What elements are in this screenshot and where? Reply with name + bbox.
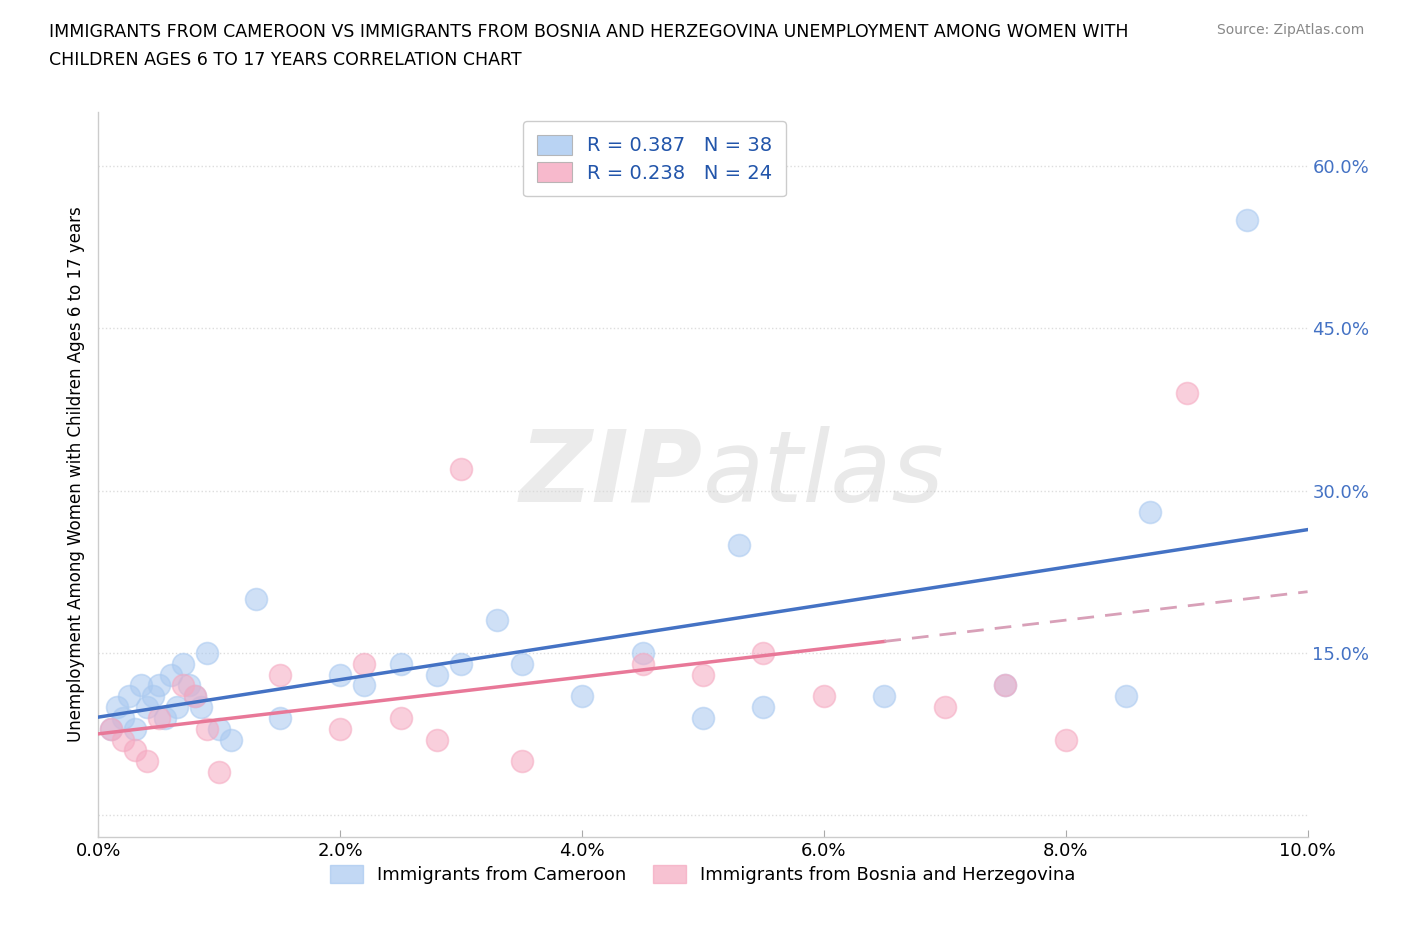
Point <box>179 678 201 693</box>
Point <box>184 689 207 704</box>
Point <box>450 461 472 476</box>
Point <box>160 667 183 682</box>
Point <box>353 657 375 671</box>
Point <box>752 645 775 660</box>
Point <box>148 711 170 725</box>
Point <box>111 711 134 725</box>
Point <box>692 711 714 725</box>
Point <box>994 678 1017 693</box>
Point <box>1115 689 1137 704</box>
Point <box>389 657 412 671</box>
Point <box>172 657 194 671</box>
Point <box>208 764 231 779</box>
Point <box>752 699 775 714</box>
Point <box>353 678 375 693</box>
Point <box>105 699 128 714</box>
Point <box>728 538 751 552</box>
Y-axis label: Unemployment Among Women with Children Ages 6 to 17 years: Unemployment Among Women with Children A… <box>66 206 84 742</box>
Point <box>166 699 188 714</box>
Point <box>208 722 231 737</box>
Legend: Immigrants from Cameroon, Immigrants from Bosnia and Herzegovina: Immigrants from Cameroon, Immigrants fro… <box>321 856 1085 893</box>
Point <box>426 667 449 682</box>
Point <box>1236 212 1258 227</box>
Point <box>486 613 509 628</box>
Point <box>873 689 896 704</box>
Point <box>135 754 157 769</box>
Point <box>389 711 412 725</box>
Point <box>934 699 956 714</box>
Point <box>172 678 194 693</box>
Point <box>450 657 472 671</box>
Point <box>221 732 243 747</box>
Point <box>426 732 449 747</box>
Point <box>100 722 122 737</box>
Text: IMMIGRANTS FROM CAMEROON VS IMMIGRANTS FROM BOSNIA AND HERZEGOVINA UNEMPLOYMENT : IMMIGRANTS FROM CAMEROON VS IMMIGRANTS F… <box>49 23 1129 41</box>
Point <box>195 722 218 737</box>
Point <box>148 678 170 693</box>
Point <box>1054 732 1077 747</box>
Point <box>571 689 593 704</box>
Point <box>135 699 157 714</box>
Point <box>124 743 146 758</box>
Point <box>190 699 212 714</box>
Point <box>1175 386 1198 401</box>
Point <box>142 689 165 704</box>
Point <box>195 645 218 660</box>
Text: Source: ZipAtlas.com: Source: ZipAtlas.com <box>1216 23 1364 37</box>
Text: ZIP: ZIP <box>520 426 703 523</box>
Point <box>269 711 291 725</box>
Point <box>111 732 134 747</box>
Point <box>118 689 141 704</box>
Point <box>329 667 352 682</box>
Point <box>269 667 291 682</box>
Point <box>631 657 654 671</box>
Point <box>994 678 1017 693</box>
Point <box>124 722 146 737</box>
Point <box>631 645 654 660</box>
Text: CHILDREN AGES 6 TO 17 YEARS CORRELATION CHART: CHILDREN AGES 6 TO 17 YEARS CORRELATION … <box>49 51 522 69</box>
Point <box>184 689 207 704</box>
Point <box>245 591 267 606</box>
Point <box>510 754 533 769</box>
Point <box>100 722 122 737</box>
Point <box>153 711 176 725</box>
Point <box>1139 505 1161 520</box>
Point <box>510 657 533 671</box>
Point <box>692 667 714 682</box>
Point <box>129 678 152 693</box>
Text: atlas: atlas <box>703 426 945 523</box>
Point <box>813 689 835 704</box>
Point <box>329 722 352 737</box>
